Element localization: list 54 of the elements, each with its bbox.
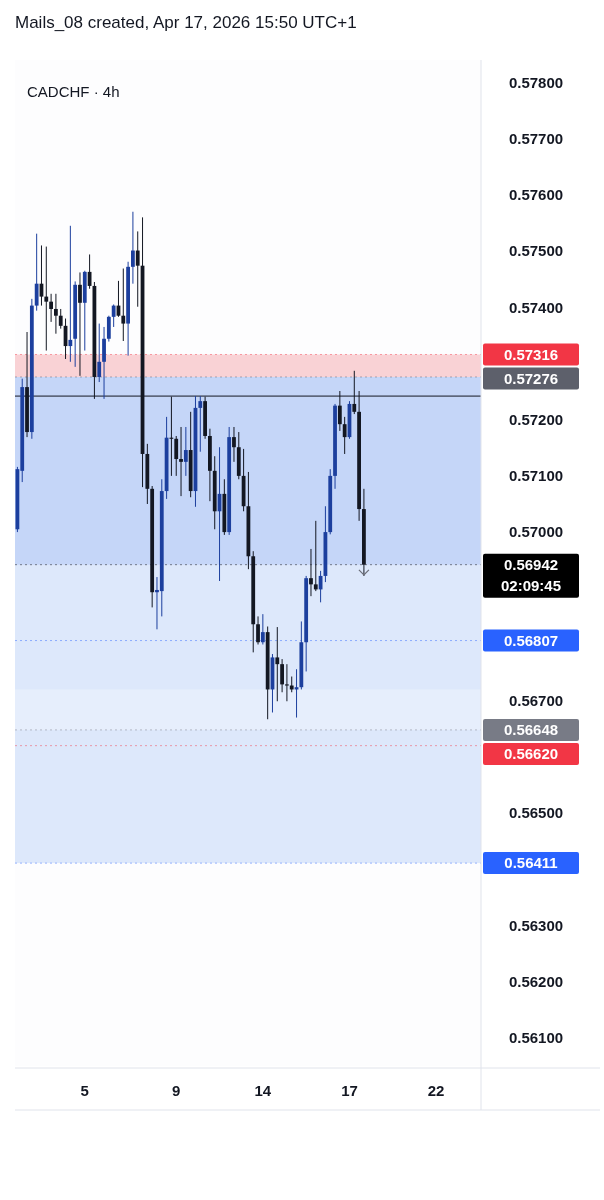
candlestick — [174, 435, 179, 477]
candlestick — [121, 268, 126, 342]
candlestick — [260, 613, 265, 645]
candlestick — [198, 395, 203, 453]
candlestick — [256, 615, 260, 645]
candlestick — [135, 230, 140, 308]
candlestick — [179, 426, 183, 497]
candlestick — [49, 293, 53, 323]
y-tick-label: 0.56200 — [508, 972, 564, 990]
y-tick-label: 0.57000 — [508, 523, 564, 541]
candlestick — [280, 658, 284, 693]
y-tick-label: 0.57700 — [508, 129, 564, 147]
ref-line-label: 0.56648 — [503, 721, 559, 739]
text: Mails_08 created, Apr 17, 2026 15:50 UTC+1 — [15, 13, 357, 32]
ref-line-label: 0.56620 — [503, 745, 559, 763]
y-tick-label: 0.56100 — [508, 1029, 564, 1047]
ref-line-label: 0.57276 — [503, 369, 559, 387]
candlestick — [97, 323, 102, 383]
candlestick — [54, 293, 58, 335]
candlestick — [111, 303, 116, 328]
y-tick-label: 0.56300 — [508, 916, 564, 934]
y-tick-label: 0.57600 — [508, 186, 564, 204]
candlestick — [106, 315, 111, 343]
x-tick-label: 9 — [172, 1082, 181, 1100]
y-tick-label: 0.57100 — [508, 467, 564, 485]
x-tick-label: 5 — [80, 1082, 89, 1100]
candlestick — [58, 308, 63, 330]
text: CADCHF · 4h — [27, 83, 120, 100]
candlestick — [34, 233, 39, 312]
x-tick-label: 22 — [427, 1082, 445, 1100]
candlestick — [68, 225, 73, 363]
y-tick-label: 0.56700 — [508, 691, 564, 709]
x-tick-label: 14 — [254, 1082, 272, 1100]
candlestick — [313, 520, 318, 592]
candlestick — [342, 416, 347, 455]
y-tick-label: 0.57800 — [508, 73, 564, 91]
ref-line-label: 0.56411 — [504, 854, 558, 872]
ref-line-label: 0.57316 — [503, 345, 559, 363]
candlestick — [44, 246, 49, 352]
candlestick — [102, 326, 106, 400]
y-tick-label: 0.57400 — [508, 298, 564, 316]
ref-line-label: 0.56942 02:09:45 — [500, 555, 562, 594]
y-tick-label: 0.57200 — [508, 410, 564, 428]
candlestick — [275, 626, 280, 702]
ref-line-label: 0.56807 — [503, 631, 559, 649]
y-tick-label: 0.57500 — [508, 242, 564, 260]
candlestick — [78, 271, 82, 377]
candlestick — [131, 211, 135, 285]
y-tick-label: 0.56500 — [508, 804, 564, 822]
candlestick — [309, 548, 313, 597]
candlestick — [232, 426, 236, 463]
candlestick — [183, 426, 188, 477]
x-tick-label: 17 — [341, 1082, 358, 1100]
candlestick — [285, 663, 289, 702]
